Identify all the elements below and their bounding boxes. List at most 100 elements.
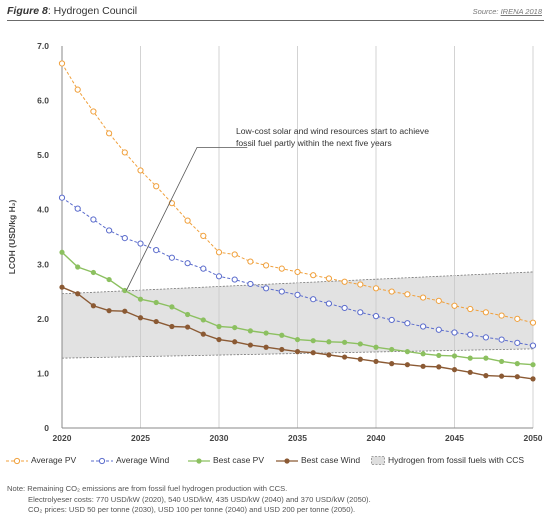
- y-tick-label-2.0: 2.0: [37, 314, 49, 324]
- data-point-best-case-pv-2033: [263, 330, 269, 336]
- data-point-best-case-pv-2046: [467, 355, 473, 361]
- data-point-average-wind-2047: [482, 334, 489, 341]
- data-point-best-case-wind-2025: [137, 315, 144, 321]
- data-point-best-case-pv-2043: [420, 351, 426, 357]
- y-tick-label-6.0: 6.0: [37, 96, 49, 106]
- figure-title-text: : Hydrogen Council: [47, 5, 138, 17]
- data-point-best-case-pv-2029: [200, 317, 206, 323]
- data-point-average-pv-2033: [263, 262, 270, 269]
- data-point-best-case-pv-2036: [310, 338, 316, 344]
- note-line-3: CO₂ prices: USD 50 per tonne (2030), USD…: [28, 505, 356, 514]
- data-point-average-pv-2035: [294, 268, 301, 276]
- data-point-average-wind-2038: [341, 304, 348, 312]
- data-point-best-case-wind-2020: [59, 284, 65, 290]
- data-point-best-case-pv-2022: [90, 269, 96, 276]
- data-point-average-pv-2025: [137, 167, 144, 174]
- data-point-average-pv-2045: [451, 302, 458, 309]
- data-point-average-wind-2037: [325, 300, 332, 307]
- data-point-average-pv-2020: [58, 60, 66, 67]
- data-point-best-case-pv-2040: [373, 344, 379, 350]
- data-point-best-case-wind-2040: [373, 358, 379, 365]
- data-point-best-case-pv-2041: [389, 346, 395, 353]
- legend-swatch-average-wind: [91, 457, 113, 464]
- data-point-best-case-pv-2050: [530, 362, 536, 368]
- x-tick-label-2040: 2040: [367, 433, 386, 443]
- data-point-average-wind-2041: [388, 316, 395, 324]
- data-point-average-pv-2031: [231, 251, 238, 258]
- header-rule: [7, 20, 544, 21]
- data-point-best-case-wind-2023: [106, 308, 112, 314]
- series-average-wind: [58, 194, 537, 349]
- data-point-average-wind-2031: [231, 276, 238, 283]
- legend-item-average-wind: Average Wind: [91, 455, 169, 465]
- data-point-best-case-wind-2037: [326, 352, 332, 358]
- data-point-average-pv-2037: [325, 275, 332, 282]
- data-point-average-pv-2032: [247, 258, 254, 265]
- data-point-best-case-pv-2025: [137, 296, 144, 302]
- data-point-best-case-pv-2035: [294, 336, 301, 343]
- source-link[interactable]: IRENA 2018: [500, 7, 542, 16]
- data-point-best-case-wind-2022: [90, 303, 96, 309]
- data-point-best-case-pv-2028: [185, 311, 191, 318]
- legend-label-average-pv: Average PV: [31, 455, 77, 465]
- y-tick-label-4.0: 4.0: [37, 205, 49, 215]
- series-average-pv: [58, 60, 537, 326]
- data-point-best-case-pv-2045: [451, 353, 458, 359]
- data-point-average-wind-2023: [106, 227, 113, 234]
- data-point-best-case-wind-2029: [200, 331, 206, 337]
- data-point-average-wind-2028: [184, 260, 191, 267]
- x-tick-label-2045: 2045: [445, 433, 464, 443]
- legend-label-best-case-wind: Best case Wind: [301, 455, 361, 465]
- data-point-average-pv-2047: [482, 309, 489, 316]
- data-point-average-pv-2028: [184, 217, 191, 224]
- data-point-best-case-wind-2024: [122, 308, 128, 314]
- data-point-best-case-pv-2020: [59, 249, 65, 255]
- data-point-average-pv-2036: [310, 272, 317, 279]
- legend-item-best-case-pv: Best case PV: [188, 455, 264, 465]
- data-point-best-case-pv-2030: [216, 323, 222, 330]
- data-point-best-case-pv-2027: [169, 304, 175, 310]
- data-point-average-wind-2034: [278, 288, 285, 295]
- data-point-average-pv-2021: [74, 86, 81, 93]
- y-tick-label-0: 0: [44, 423, 49, 433]
- data-point-average-pv-2042: [404, 291, 411, 298]
- data-point-best-case-pv-2032: [247, 328, 253, 334]
- data-point-average-wind-2048: [498, 336, 505, 343]
- x-tick-label-2050: 2050: [524, 433, 543, 443]
- note-line-1: Note: Remaining CO₂ emissions are from f…: [7, 484, 288, 493]
- chart-legend: Average PV Average Wind Best case PV Bes…: [0, 455, 550, 471]
- data-point-average-pv-2026: [153, 183, 160, 190]
- data-point-average-wind-2032: [247, 280, 254, 288]
- data-point-average-wind-2046: [467, 331, 474, 338]
- y-axis-label: LCOH (USD/kg H₂): [7, 200, 17, 275]
- data-point-average-wind-2029: [200, 265, 207, 272]
- y-tick-label-3.0: 3.0: [37, 259, 49, 269]
- data-point-best-case-pv-2044: [436, 352, 442, 359]
- data-point-average-wind-2049: [514, 339, 521, 346]
- data-point-average-pv-2030: [215, 249, 223, 256]
- y-tick-label-5.0: 5.0: [37, 150, 49, 160]
- data-point-best-case-wind-2027: [169, 323, 175, 330]
- data-point-average-pv-2050: [529, 319, 537, 326]
- x-tick-label-2020: 2020: [53, 433, 72, 443]
- data-point-best-case-pv-2023: [106, 276, 112, 283]
- data-point-average-wind-2039: [357, 309, 364, 316]
- figure-title: Figure 8: Hydrogen Council: [7, 5, 137, 17]
- legend-label-fossil-ccs: Hydrogen from fossil fuels with CCS: [388, 455, 525, 465]
- data-point-best-case-pv-2031: [232, 324, 238, 331]
- data-point-average-pv-2040: [372, 285, 380, 292]
- data-point-average-wind-2043: [420, 323, 427, 330]
- data-point-average-wind-2021: [74, 205, 81, 212]
- data-point-best-case-wind-2049: [514, 374, 520, 380]
- y-tick-label-7.0: 7.0: [37, 41, 49, 51]
- x-tick-label-2025: 2025: [131, 433, 150, 443]
- lcoh-chart: 2020 2025 2030 2035 2040 2045 2050 0 1.0 2.0 3.0 4.…: [7, 41, 543, 443]
- data-point-best-case-pv-2037: [326, 339, 332, 345]
- data-point-average-wind-2040: [372, 313, 380, 320]
- data-point-average-pv-2029: [200, 232, 207, 240]
- data-point-best-case-pv-2021: [75, 264, 81, 270]
- x-tick-label-2030: 2030: [210, 433, 229, 443]
- annotation-text-line-1: Low-cost solar and wind resources start …: [236, 126, 429, 136]
- data-point-best-case-wind-2048: [499, 373, 505, 379]
- data-point-best-case-wind-2035: [294, 349, 301, 355]
